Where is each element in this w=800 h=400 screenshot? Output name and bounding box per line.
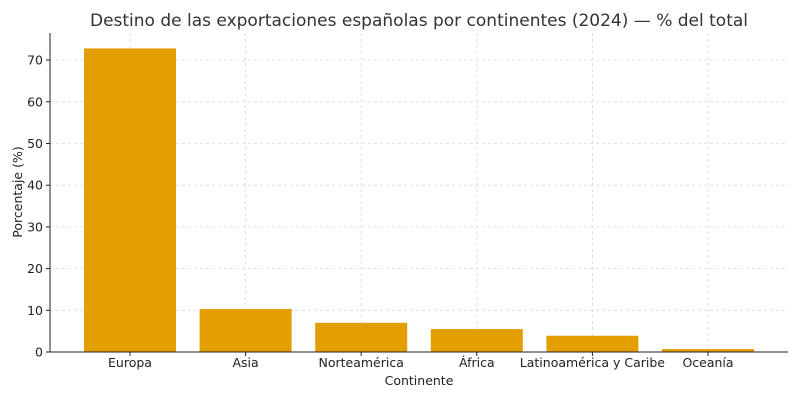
bar-europa — [84, 48, 176, 352]
x-tick-label: África — [459, 355, 495, 370]
x-axis-label: Continente — [385, 373, 454, 388]
y-tick-label: 70 — [27, 53, 43, 68]
y-tick-label: 0 — [35, 345, 43, 360]
y-tick-label: 20 — [27, 261, 43, 276]
bar-oceanía — [662, 349, 754, 352]
y-tick-label: 50 — [27, 136, 43, 151]
bar-norteamérica — [315, 322, 408, 352]
bar-asia — [199, 309, 292, 352]
x-tick-label: Oceanía — [682, 355, 733, 370]
x-tick-label: Norteamérica — [318, 355, 403, 370]
bars — [84, 48, 754, 352]
y-tick-label: 10 — [27, 303, 43, 318]
x-tick-label: Europa — [108, 355, 152, 370]
x-ticks: Europa Asia Norteamérica África Latinoaméric… — [108, 352, 734, 370]
x-tick-label: Asia — [232, 355, 258, 370]
x-tick-label: Latinoamérica y Caribe — [520, 355, 666, 370]
bar-latinoamérica-y-caribe — [546, 335, 639, 352]
y-ticks: 0 10 20 30 40 50 60 70 — [27, 53, 50, 360]
bar-áfrica — [430, 329, 523, 352]
axes — [49, 33, 788, 353]
y-tick-label: 30 — [27, 219, 43, 234]
chart-title: Destino de las exportaciones españolas p… — [90, 11, 748, 31]
y-tick-label: 60 — [27, 94, 43, 109]
y-axis-label: Porcentaje (%) — [10, 146, 25, 237]
y-tick-label: 40 — [27, 178, 43, 193]
